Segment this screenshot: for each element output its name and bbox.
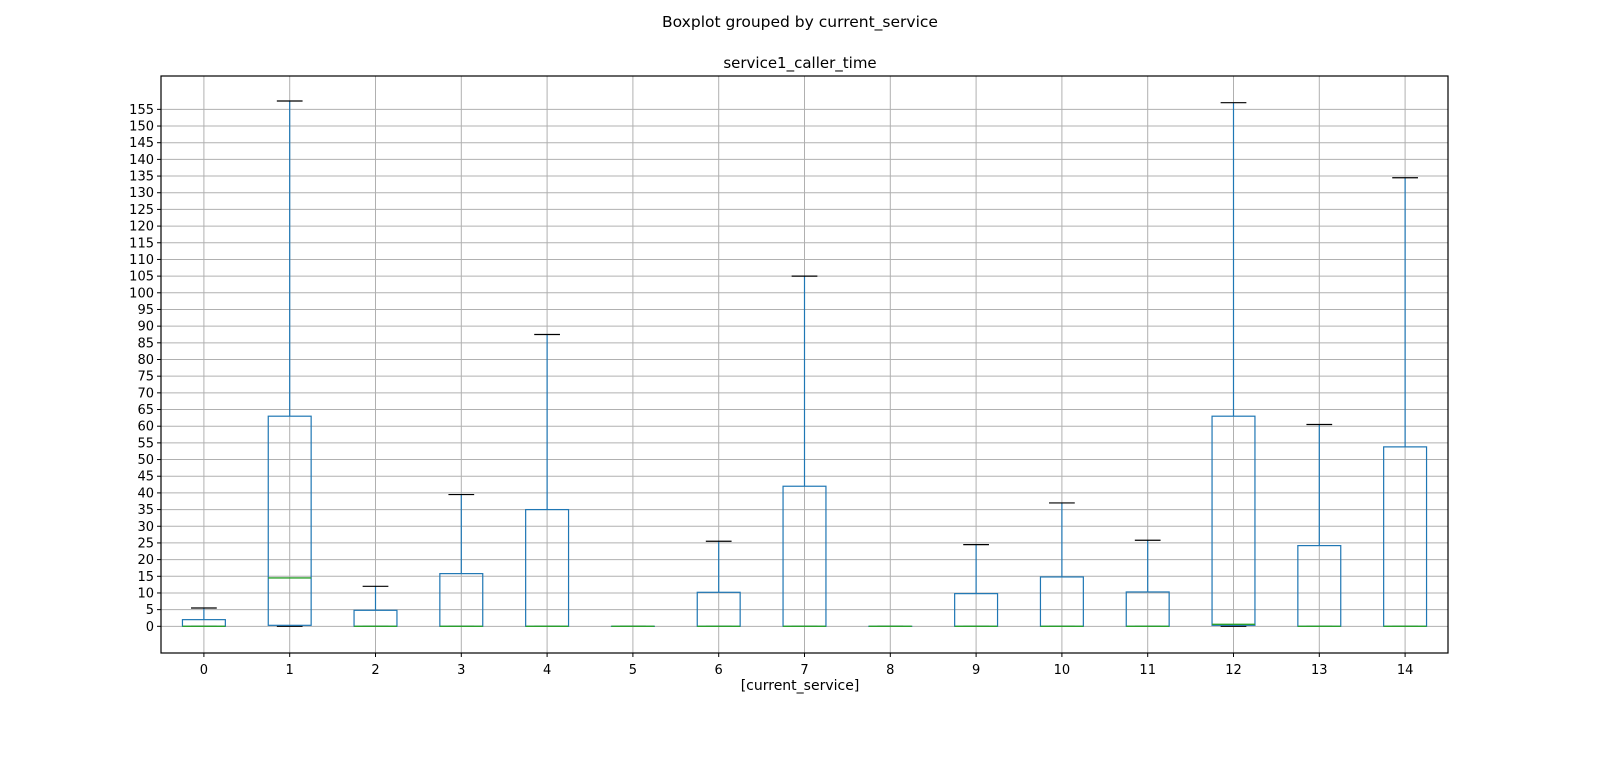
iqr-box [1211,415,1256,626]
y-tick-label: 40 [137,486,154,501]
x-tick-label: 6 [715,663,723,678]
chart-title: service1_caller_time [723,54,876,73]
y-tick-label: 155 [129,103,154,118]
x-tick-label: 7 [800,663,808,678]
y-tick-label: 0 [146,620,154,635]
y-tick-label: 50 [137,453,154,468]
y-tick-label: 130 [129,186,154,201]
x-tick-label: 10 [1054,663,1071,678]
y-tick-label: 125 [129,203,154,218]
x-tick-label: 5 [629,663,637,678]
box-group [1297,423,1342,628]
y-tick-label: 70 [137,386,154,401]
box-group [782,275,827,628]
figure-suptitle: Boxplot grouped by current_service [662,13,938,32]
y-tick-label: 105 [129,270,154,285]
y-tick-label: 25 [137,536,154,551]
box-group [696,540,741,628]
y-tick-label: 85 [137,336,154,351]
tick-layer: 0510152025303540455055606570758085909510… [129,103,1413,678]
box-group [525,333,570,628]
y-tick-label: 65 [137,403,154,418]
x-tick-label: 13 [1311,663,1328,678]
box-group [353,585,398,628]
box-group [1211,102,1256,627]
y-tick-label: 10 [137,586,154,601]
box-group [267,100,312,627]
box-group [954,544,999,628]
x-tick-label: 12 [1225,663,1242,678]
box-layer [181,100,1428,628]
y-tick-label: 140 [129,153,154,168]
x-tick-label: 0 [200,663,208,678]
box-group [1039,502,1084,628]
y-tick-label: 150 [129,120,154,135]
y-tick-label: 60 [137,420,154,435]
x-tick-label: 3 [457,663,465,678]
y-tick-label: 15 [137,570,154,585]
y-tick-label: 90 [137,320,154,335]
x-axis-label: [current_service] [741,678,860,694]
y-tick-label: 115 [129,236,154,251]
y-tick-label: 95 [137,303,154,318]
y-tick-label: 20 [137,553,154,568]
y-tick-label: 120 [129,220,154,235]
y-tick-label: 100 [129,286,154,301]
y-tick-label: 5 [146,603,154,618]
x-tick-label: 2 [371,663,379,678]
y-tick-label: 75 [137,370,154,385]
x-tick-label: 4 [543,663,551,678]
box-group [1125,539,1170,628]
x-tick-label: 9 [972,663,980,678]
y-tick-label: 30 [137,520,154,535]
box-group [1383,177,1428,628]
x-tick-label: 1 [286,663,294,678]
y-tick-label: 55 [137,436,154,451]
x-tick-label: 8 [886,663,894,678]
y-tick-label: 45 [137,470,154,485]
x-tick-label: 14 [1397,663,1414,678]
y-tick-label: 80 [137,353,154,368]
box-group [439,493,484,628]
y-tick-label: 35 [137,503,154,518]
iqr-box [267,415,312,626]
box-group [181,607,226,628]
y-tick-label: 110 [129,253,154,268]
y-tick-label: 135 [129,170,154,185]
x-tick-label: 11 [1139,663,1156,678]
y-tick-label: 145 [129,136,154,151]
